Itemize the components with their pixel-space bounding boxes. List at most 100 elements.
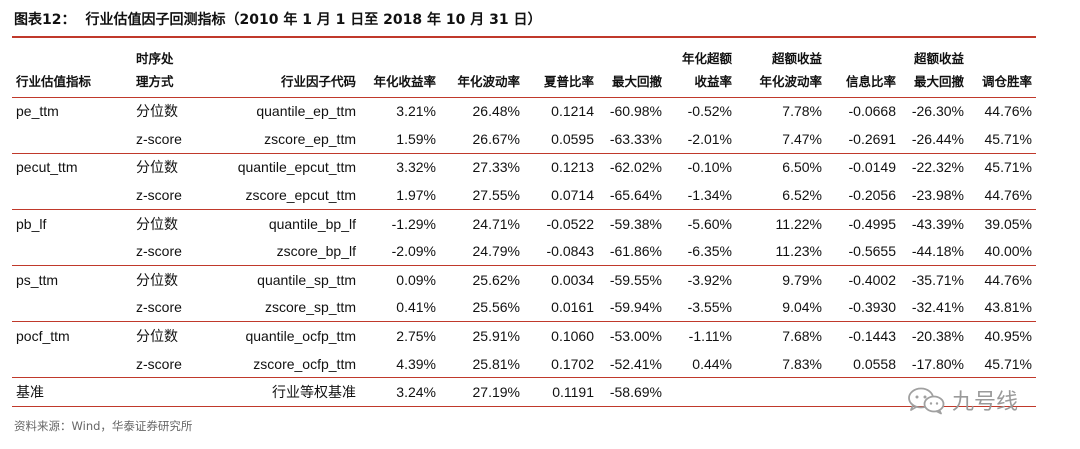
col-header-code: 行业因子代码 <box>200 45 360 98</box>
cell-industry: pb_lf <box>16 215 47 232</box>
figure-caption: 行业估值因子回测指标（2010 年 1 月 1 日至 2018 年 10 月 3… <box>85 12 542 28</box>
cell-sharpe: 0.0714 <box>524 181 598 210</box>
cell-win-rate: 43.81% <box>968 293 1036 323</box>
cell-industry <box>12 349 132 379</box>
cell-excess-return: -1.34% <box>666 181 736 210</box>
cell-industry: pocf_ttm <box>16 328 70 345</box>
cell-method: z-score <box>132 349 200 379</box>
cell-excess-max-dd: -35.71% <box>911 271 964 288</box>
cell-annual-return: -1.29% <box>391 215 436 232</box>
cell-max-dd: -61.86% <box>598 237 666 267</box>
cell-win-rate: 44.76% <box>968 181 1036 210</box>
benchmark-empty-cell <box>736 377 826 408</box>
cell-code: quantile_epcut_ttm <box>237 159 356 176</box>
cell-sharpe: -0.0843 <box>524 237 598 267</box>
cell-annual-return: 1.59% <box>360 125 440 154</box>
cell-max-dd: -60.98% <box>609 103 662 120</box>
cell-excess-max-dd: -26.44% <box>900 125 968 154</box>
col-header-info-ratio: 信息比率 <box>826 45 900 98</box>
cell-excess-return: -3.92% <box>687 271 732 288</box>
cell-info-ratio: -0.4002 <box>848 271 896 288</box>
cell-industry <box>12 293 132 323</box>
cell-excess-return: -0.10% <box>687 159 732 176</box>
cell-annual-vol: 25.62% <box>472 271 520 288</box>
cell-excess-return: 0.44% <box>666 349 736 379</box>
cell-excess-vol: 7.83% <box>736 349 826 379</box>
table-row: z-score zscore_bp_lf -2.09% 24.79% -0.0843 -6… <box>12 237 1036 267</box>
table-row: ps_ttm 分位数 quantile_sp_ttm 0.09% 25.62% 0.003… <box>12 266 1036 294</box>
cell-annual-return: 0.09% <box>396 271 436 288</box>
watermark: 九号线 <box>906 385 1018 415</box>
cell-excess-return: -5.60% <box>687 215 732 232</box>
cell-excess-vol: 6.50% <box>782 159 822 176</box>
col-header-win-rate: 调仓胜率 <box>968 45 1036 98</box>
cell-excess-return: -0.52% <box>687 103 732 120</box>
backtest-table: 行业估值指标 时序处 理方式 行业因子代码 年化收益率 年化波动率 夏普比率 最大… <box>12 45 1036 408</box>
table-row: z-score zscore_epcut_ttm 1.97% 27.55% 0.0714… <box>12 181 1036 210</box>
benchmark-annual-vol: 27.19% <box>440 377 524 408</box>
cell-max-dd: -65.64% <box>598 181 666 210</box>
cell-sharpe: 0.1214 <box>551 103 594 120</box>
benchmark-row: 基准 行业等权基准 3.24% 27.19% 0.1191 -58.69% <box>12 377 1036 408</box>
cell-excess-vol: 7.47% <box>736 125 826 154</box>
benchmark-annual-return: 3.24% <box>360 377 440 408</box>
cell-max-dd: -63.33% <box>598 125 666 154</box>
cell-code: quantile_sp_ttm <box>257 271 356 288</box>
benchmark-code: 行业等权基准 <box>200 377 360 408</box>
col-header-sharpe: 夏普比率 <box>524 45 598 98</box>
cell-win-rate: 40.95% <box>984 328 1032 345</box>
cell-sharpe: 0.1213 <box>551 159 594 176</box>
cell-industry <box>12 237 132 267</box>
cell-industry: ps_ttm <box>16 271 59 288</box>
cell-win-rate: 45.71% <box>968 125 1036 154</box>
cell-sharpe: -0.0522 <box>546 215 594 232</box>
col-header-max-dd: 最大回撤 <box>598 45 666 98</box>
cell-annual-vol: 26.48% <box>472 103 520 120</box>
cell-industry: pe_ttm <box>16 103 59 120</box>
cell-annual-vol: 27.55% <box>440 181 524 210</box>
figure-label: 图表12： <box>14 12 76 28</box>
cell-excess-max-dd: -22.32% <box>911 159 964 176</box>
cell-excess-vol: 9.04% <box>736 293 826 323</box>
cell-method: z-score <box>132 181 200 210</box>
col-header-annual-vol: 年化波动率 <box>440 45 524 98</box>
cell-annual-return: 1.97% <box>360 181 440 210</box>
cell-annual-return: 4.39% <box>360 349 440 379</box>
cell-win-rate: 44.76% <box>984 103 1032 120</box>
title-divider <box>12 36 1036 38</box>
cell-win-rate: 45.71% <box>968 349 1036 379</box>
cell-method: 分位数 <box>136 271 178 288</box>
cell-annual-return: 2.75% <box>396 328 436 345</box>
table-row: pecut_ttm 分位数 quantile_epcut_ttm 3.32% 27.33… <box>12 153 1036 181</box>
benchmark-max-dd: -58.69% <box>598 377 666 408</box>
cell-code: quantile_ep_ttm <box>256 103 356 120</box>
cell-excess-max-dd: -26.30% <box>911 103 964 120</box>
benchmark-empty-cell <box>968 377 1036 408</box>
cell-excess-vol: 6.52% <box>736 181 826 210</box>
cell-max-dd: -52.41% <box>598 349 666 379</box>
col-header-industry: 行业估值指标 <box>12 45 132 98</box>
cell-win-rate: 39.05% <box>984 215 1032 232</box>
cell-max-dd: -62.02% <box>609 159 662 176</box>
cell-code: zscore_ep_ttm <box>200 125 360 154</box>
table-row: z-score zscore_ocfp_ttm 4.39% 25.81% 0.1702-… <box>12 349 1036 379</box>
cell-excess-return: -6.35% <box>666 237 736 267</box>
cell-code: zscore_bp_lf <box>200 237 360 267</box>
cell-annual-vol: 25.81% <box>440 349 524 379</box>
cell-annual-vol: 25.91% <box>472 328 520 345</box>
cell-max-dd: -53.00% <box>609 328 662 345</box>
cell-excess-return: -1.11% <box>688 328 732 345</box>
cell-info-ratio: -0.0668 <box>848 103 896 120</box>
cell-excess-return: -2.01% <box>666 125 736 154</box>
cell-code: quantile_bp_lf <box>268 215 356 232</box>
cell-max-dd: -59.38% <box>609 215 662 232</box>
cell-excess-vol: 7.78% <box>782 103 822 120</box>
cell-sharpe: 0.1060 <box>551 328 594 345</box>
cell-info-ratio: -0.4995 <box>848 215 896 232</box>
col-header-method: 时序处 理方式 <box>132 45 200 98</box>
cell-code: zscore_ocfp_ttm <box>200 349 360 379</box>
cell-industry: pecut_ttm <box>16 159 78 176</box>
cell-excess-max-dd: -32.41% <box>900 293 968 323</box>
cell-excess-max-dd: -23.98% <box>900 181 968 210</box>
table-row: pe_ttm 分位数 quantile_ep_ttm 3.21% 26.48% 0.121… <box>12 97 1036 125</box>
